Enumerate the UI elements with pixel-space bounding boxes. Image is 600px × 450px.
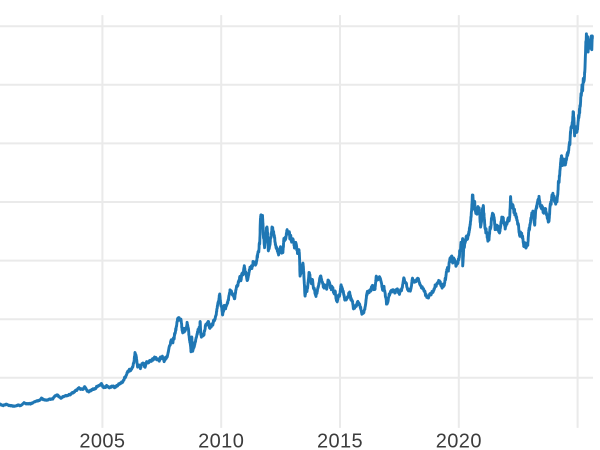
svg-text:2005: 2005 xyxy=(79,430,125,450)
svg-text:2015: 2015 xyxy=(317,430,363,450)
svg-text:2010: 2010 xyxy=(198,430,244,450)
svg-text:2020: 2020 xyxy=(436,430,482,450)
